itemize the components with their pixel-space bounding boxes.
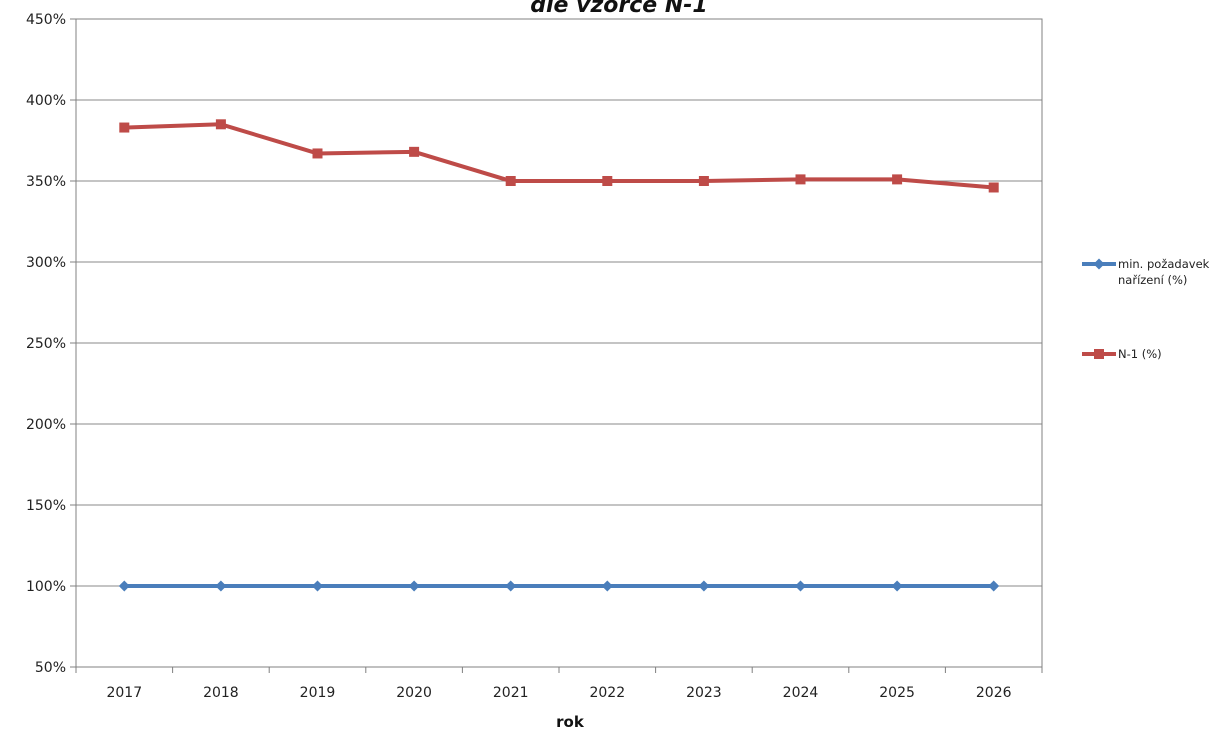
data-point — [988, 182, 999, 193]
y-tick-label: 150% — [26, 498, 66, 514]
series-2 — [119, 119, 999, 193]
x-tick-label: 2021 — [493, 685, 529, 701]
data-point — [505, 580, 517, 592]
x-tick-label: 2017 — [106, 685, 142, 701]
data-point — [795, 174, 806, 185]
data-point — [988, 580, 1000, 592]
data-point — [891, 580, 903, 592]
data-point — [601, 580, 613, 592]
data-point — [215, 580, 227, 592]
legend-marker — [1093, 258, 1105, 270]
data-point — [795, 580, 806, 592]
y-axis: 50% 100% 150% 200% 250% 300% 350% 400% 450% — [26, 12, 76, 676]
data-point — [215, 119, 226, 130]
x-tick-label: 2018 — [203, 685, 239, 701]
y-tick-label: 50% — [35, 660, 66, 676]
series-group — [118, 119, 1000, 592]
data-point — [698, 176, 709, 186]
data-point — [118, 580, 130, 592]
chart-title: dle vzorce N-1 — [530, 0, 707, 18]
x-axis-title: rok — [556, 713, 585, 731]
legend-label: nařízení (%) — [1118, 273, 1187, 287]
y-tick-label: 200% — [26, 417, 66, 433]
x-tick-label: 2019 — [300, 685, 336, 701]
legend: min. požadavek nařízení (%) N-1 (%) — [1082, 257, 1210, 361]
data-point — [602, 176, 613, 186]
y-tick-label: 450% — [26, 12, 66, 28]
y-tick-label: 400% — [26, 93, 66, 109]
x-tick-label: 2020 — [396, 685, 432, 701]
gridlines — [76, 18, 1042, 668]
y-tick-label: 350% — [26, 174, 66, 190]
legend-marker — [1094, 349, 1104, 359]
x-tick-label: 2022 — [589, 685, 625, 701]
y-tick-label: 100% — [26, 579, 66, 595]
series-line — [124, 122, 994, 190]
data-point — [312, 580, 323, 592]
x-tick-label: 2025 — [879, 685, 915, 701]
data-point — [409, 146, 420, 157]
legend-item: min. požadavek nařízení (%) — [1082, 257, 1210, 287]
x-tick-label: 2024 — [783, 685, 819, 701]
x-axis: 2017 2018 2019 2020 2021 2022 2023 2024 2025 2026 — [75, 667, 1043, 701]
data-point — [408, 580, 420, 592]
y-tick-label: 250% — [26, 336, 66, 352]
data-point — [119, 122, 130, 133]
series-1 — [118, 580, 1000, 592]
legend-label: N-1 (%) — [1118, 347, 1162, 361]
data-point — [312, 148, 323, 159]
legend-label: min. požadavek — [1118, 257, 1210, 271]
x-tick-label: 2026 — [976, 685, 1012, 701]
y-tick-label: 300% — [26, 255, 66, 271]
x-tick-label: 2023 — [686, 685, 722, 701]
legend-item: N-1 (%) — [1082, 347, 1162, 361]
data-point — [505, 176, 516, 186]
data-point — [892, 174, 903, 185]
data-point — [698, 580, 710, 592]
